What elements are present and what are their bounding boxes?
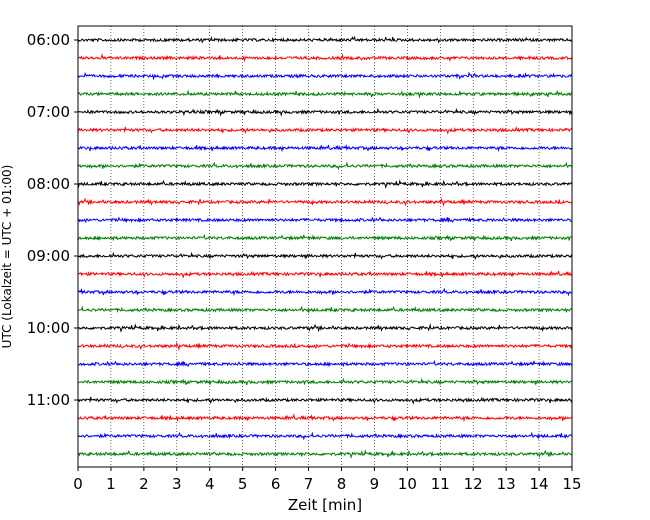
y-tick-label: 09:00 (27, 247, 70, 265)
trace-0615 (77, 52, 573, 63)
trace-1115 (77, 413, 573, 423)
trace-0645 (77, 89, 573, 99)
x-tick-label: 9 (370, 475, 380, 493)
x-tick-label: 13 (497, 475, 516, 493)
y-axis-label: UTC (Lokalzeit = UTC + 01:00) (0, 165, 14, 349)
trace-0815 (77, 197, 573, 207)
trace-0845 (77, 233, 573, 242)
trace-0630 (77, 71, 573, 81)
y-tick-label: 10:00 (27, 319, 70, 337)
x-tick-label: 5 (238, 475, 248, 493)
trace-1030 (77, 359, 573, 368)
trace-1015 (77, 341, 573, 351)
trace-0800 (77, 179, 573, 189)
y-tick-label: 08:00 (27, 175, 70, 193)
x-tick-label: 12 (464, 475, 483, 493)
trace-1100 (77, 396, 573, 405)
trace-0900 (77, 251, 573, 261)
trace-1000 (77, 323, 573, 333)
y-tick-label: 06:00 (27, 31, 70, 49)
trace-0730 (77, 144, 573, 153)
x-tick-label: 2 (139, 475, 149, 493)
x-tick-label: 14 (530, 475, 549, 493)
trace-0715 (77, 125, 573, 135)
traces (77, 35, 573, 459)
x-tick-label: 4 (205, 475, 215, 493)
x-tick-label: 6 (271, 475, 281, 493)
trace-0945 (77, 305, 573, 314)
x-tick-label: 1 (106, 475, 116, 493)
x-tick-label: 10 (398, 475, 417, 493)
trace-1045 (77, 377, 573, 386)
y-tick-label: 07:00 (27, 103, 70, 121)
x-tick-label: 11 (431, 475, 450, 493)
x-tick-label: 0 (73, 475, 83, 493)
x-tick-label: 8 (337, 475, 347, 493)
x-tick-label: 3 (172, 475, 182, 493)
y-tick-label: 11:00 (27, 391, 70, 409)
x-axis-ticks: 0 1 2 3 4 5 6 7 8 9 10 11 12 13 14 15 (73, 467, 582, 493)
trace-0745 (77, 161, 573, 171)
trace-0930 (77, 287, 573, 297)
trace-1130 (77, 431, 573, 441)
x-tick-label: 15 (562, 475, 581, 493)
trace-0915 (77, 270, 573, 279)
trace-0600 (77, 35, 573, 44)
x-tick-label: 7 (304, 475, 314, 493)
y-axis-ticks: 06:00 07:00 08:00 09:00 10:00 11:00 (27, 31, 78, 409)
trace-1145 (77, 449, 573, 459)
trace-0830 (77, 216, 572, 224)
x-axis-label: Zeit [min] (288, 496, 362, 514)
plot-frame (77, 25, 573, 468)
trace-0700 (77, 107, 573, 117)
